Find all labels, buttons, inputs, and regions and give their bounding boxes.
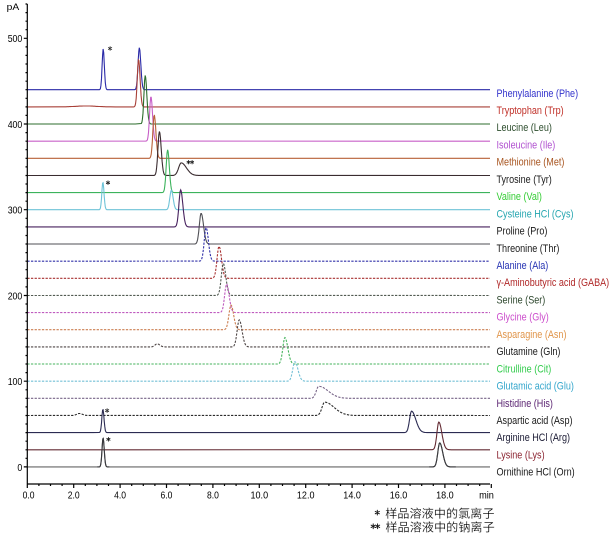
- svg-text:Valine (Val): Valine (Val): [497, 191, 542, 203]
- svg-text:γ-Aminobutyric acid (GABA): γ-Aminobutyric acid (GABA): [497, 277, 610, 289]
- svg-text:300: 300: [8, 205, 23, 217]
- svg-text:Alanine (Ala): Alanine (Ala): [497, 260, 549, 272]
- svg-text:4.0: 4.0: [114, 489, 126, 501]
- svg-text:pA: pA: [7, 2, 20, 12]
- svg-text:Isoleucine (Ile): Isoleucine (Ile): [497, 140, 556, 152]
- svg-text:18.0: 18.0: [436, 489, 454, 501]
- svg-text:16.0: 16.0: [390, 489, 408, 501]
- svg-text:200: 200: [8, 290, 23, 302]
- svg-text:Leucine (Leu): Leucine (Leu): [497, 122, 552, 134]
- svg-text:Asparagine (Asn): Asparagine (Asn): [497, 329, 567, 341]
- svg-text:500: 500: [8, 33, 23, 45]
- svg-text:0: 0: [17, 462, 22, 474]
- svg-text:Aspartic acid (Asp): Aspartic acid (Asp): [497, 415, 573, 427]
- svg-text:Tryptophan (Trp): Tryptophan (Trp): [497, 105, 564, 117]
- svg-text:Lysine (Lys): Lysine (Lys): [497, 449, 545, 461]
- svg-text:12.0: 12.0: [297, 489, 315, 501]
- svg-text:400: 400: [8, 119, 23, 131]
- svg-text:Phenylalanine (Phe): Phenylalanine (Phe): [497, 88, 579, 100]
- svg-text:Glycine (Gly): Glycine (Gly): [497, 312, 549, 324]
- svg-text:Glutamine (Gln): Glutamine (Gln): [497, 346, 561, 358]
- svg-text:Arginine HCl (Arg): Arginine HCl (Arg): [497, 432, 571, 444]
- svg-text:Proline (Pro): Proline (Pro): [497, 226, 548, 238]
- svg-text:100: 100: [8, 376, 23, 388]
- svg-text:Tyrosine (Tyr): Tyrosine (Tyr): [497, 174, 552, 186]
- svg-text:Ornithine HCl (Orn): Ornithine HCl (Orn): [497, 467, 575, 479]
- svg-text:Cysteine HCl (Cys): Cysteine HCl (Cys): [497, 208, 574, 220]
- svg-text:8.0: 8.0: [207, 489, 219, 501]
- svg-text:min: min: [479, 489, 494, 501]
- svg-text:0.0: 0.0: [23, 489, 35, 501]
- svg-text:Serine (Ser): Serine (Ser): [497, 294, 546, 306]
- svg-text:Histidine (His): Histidine (His): [497, 398, 553, 410]
- svg-text:14.0: 14.0: [343, 489, 361, 501]
- svg-text:Threonine (Thr): Threonine (Thr): [497, 243, 560, 255]
- svg-text:Glutamic acid (Glu): Glutamic acid (Glu): [497, 381, 574, 393]
- svg-text:Methionine (Met): Methionine (Met): [497, 157, 565, 169]
- svg-text:10.0: 10.0: [251, 489, 269, 501]
- svg-text:6.0: 6.0: [161, 489, 173, 501]
- svg-text:Citrulline (Cit): Citrulline (Cit): [497, 363, 552, 375]
- svg-text:2.0: 2.0: [68, 489, 80, 501]
